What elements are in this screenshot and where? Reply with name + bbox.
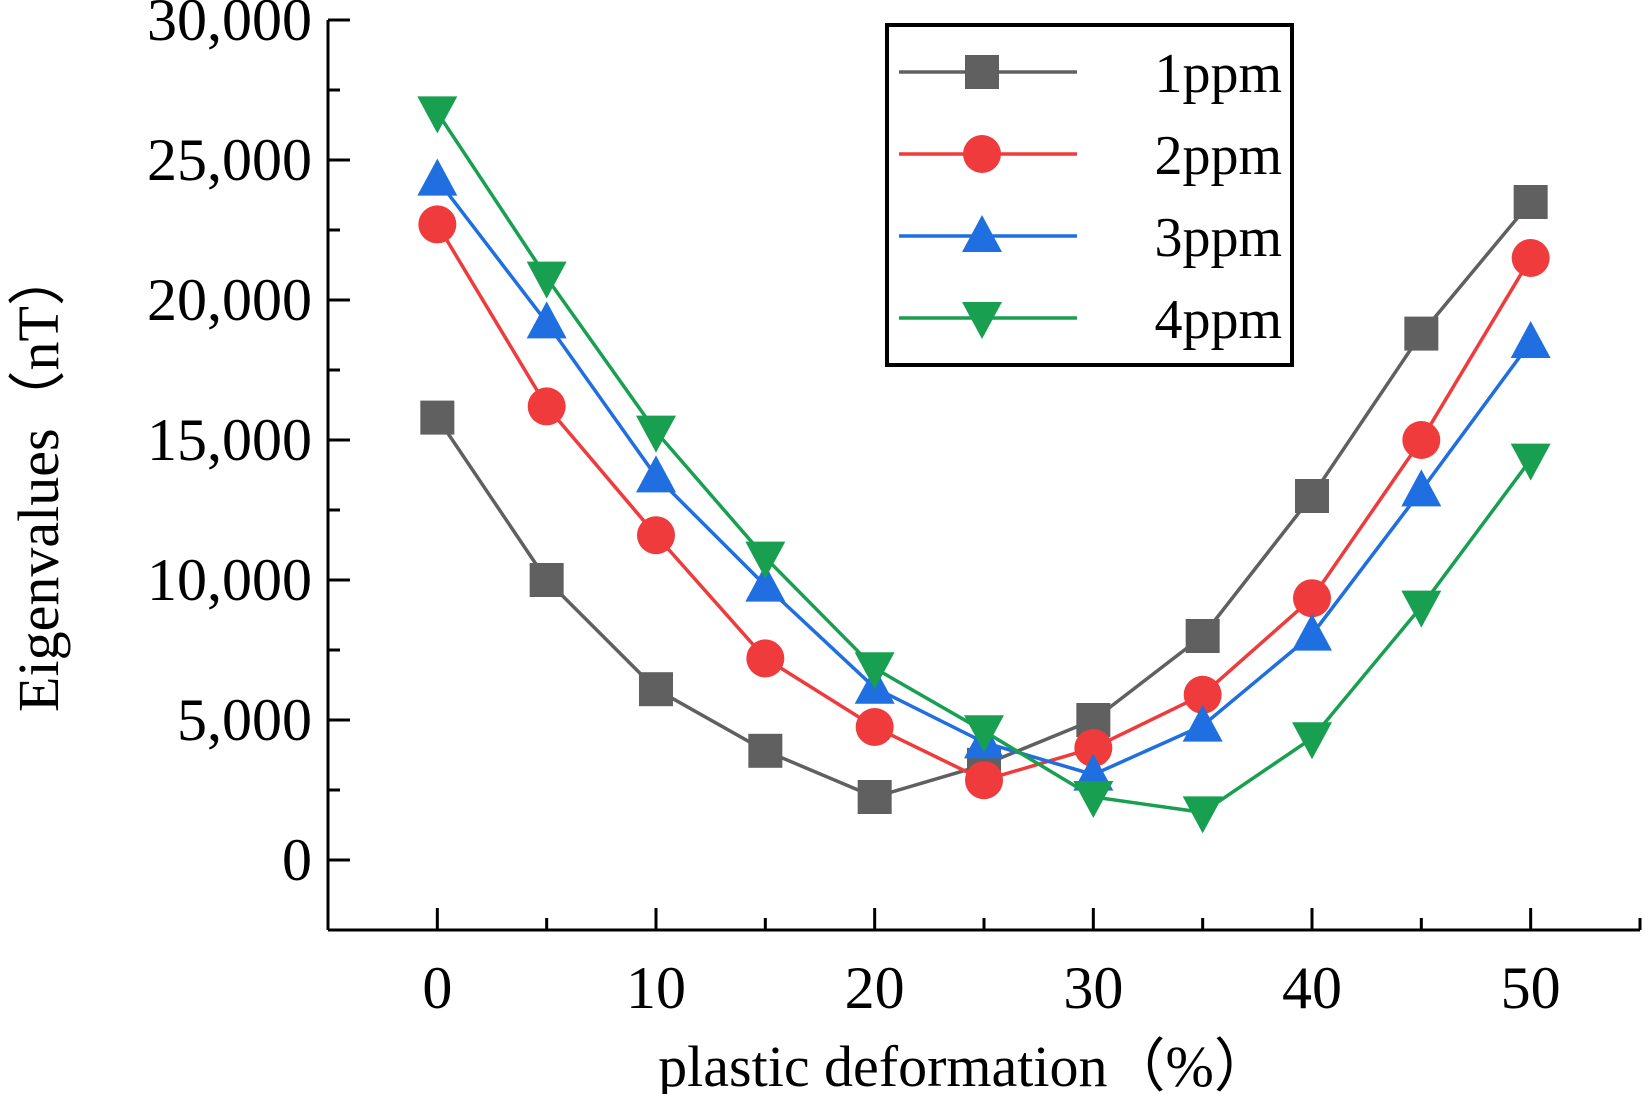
data-point-3ppm (526, 301, 567, 339)
data-point-1ppm (1513, 185, 1548, 219)
legend-marker-4ppm (962, 302, 1002, 339)
data-point-1ppm (1404, 316, 1439, 351)
data-point-3ppm (1182, 704, 1223, 742)
data-point-2ppm (746, 639, 785, 678)
x-axis-title: plastic deformation（%） (658, 1034, 1272, 1094)
data-point-1ppm (748, 733, 783, 768)
data-point-2ppm (418, 205, 457, 244)
data-point-2ppm (527, 387, 566, 426)
legend-marker-1ppm (965, 55, 999, 89)
data-point-2ppm (1293, 579, 1331, 618)
data-point-4ppm (417, 96, 458, 134)
series-layer (417, 96, 1551, 834)
legend-box (885, 23, 1294, 367)
data-point-4ppm (854, 652, 895, 690)
data-point-3ppm (1401, 469, 1442, 507)
data-point-4ppm (1182, 796, 1223, 834)
y-tick-label: 5,000 (177, 687, 312, 753)
data-point-4ppm (1510, 443, 1551, 481)
data-point-1ppm (1185, 619, 1220, 653)
legend-marker-3ppm (962, 215, 1002, 252)
data-point-4ppm (745, 541, 786, 579)
data-point-2ppm (1183, 675, 1222, 714)
data-point-3ppm (636, 455, 676, 493)
data-point-2ppm (1074, 729, 1113, 767)
data-point-3ppm (1292, 613, 1332, 651)
y-tick-label: 20,000 (147, 267, 312, 333)
data-point-3ppm (1510, 321, 1551, 358)
data-point-4ppm (1292, 722, 1332, 760)
data-point-4ppm (526, 261, 567, 299)
data-point-3ppm (417, 158, 458, 196)
data-point-1ppm (1295, 479, 1329, 513)
y-axis-title: Eigenvalues（nT） (6, 248, 71, 712)
x-tick-label: 20 (845, 955, 905, 1021)
data-point-1ppm (857, 780, 892, 814)
data-point-3ppm (745, 564, 786, 602)
legend-marker-2ppm (963, 135, 1001, 173)
y-tick-label: 15,000 (147, 407, 312, 473)
legend-label-1ppm: 1ppm (1154, 43, 1282, 105)
data-point-2ppm (1511, 239, 1550, 277)
data-point-2ppm (637, 516, 675, 555)
data-point-4ppm (636, 415, 676, 453)
y-tick-label: 10,000 (147, 547, 312, 613)
series-2ppm (418, 205, 1550, 800)
x-tick-label: 30 (1063, 955, 1123, 1021)
data-point-1ppm (529, 563, 564, 597)
legend-label-4ppm: 4ppm (1154, 289, 1282, 351)
y-tick-label: 25,000 (147, 127, 312, 193)
data-point-2ppm (1402, 421, 1441, 459)
series-4ppm (417, 96, 1551, 834)
x-tick-label: 50 (1501, 955, 1561, 1021)
data-point-2ppm (965, 761, 1003, 800)
x-tick-label: 0 (422, 955, 452, 1021)
legend: 1ppm 2ppm 3ppm 4ppm (885, 23, 1294, 367)
data-point-2ppm (855, 708, 894, 746)
x-tick-label: 40 (1282, 955, 1342, 1021)
data-point-4ppm (1073, 781, 1114, 818)
y-tick-label: 30,000 (147, 0, 312, 53)
axes: 0 5,000 10,000 15,000 20,000 25,000 30,000 0 10 2… (147, 0, 1642, 1021)
data-point-4ppm (964, 715, 1004, 753)
y-tick-label: 0 (282, 827, 312, 893)
data-point-1ppm (639, 672, 673, 707)
x-tick-label: 10 (626, 955, 686, 1021)
data-point-4ppm (1401, 590, 1442, 628)
legend-label-3ppm: 3ppm (1154, 207, 1282, 269)
legend-label-2ppm: 2ppm (1154, 125, 1282, 187)
data-point-1ppm (420, 400, 455, 435)
